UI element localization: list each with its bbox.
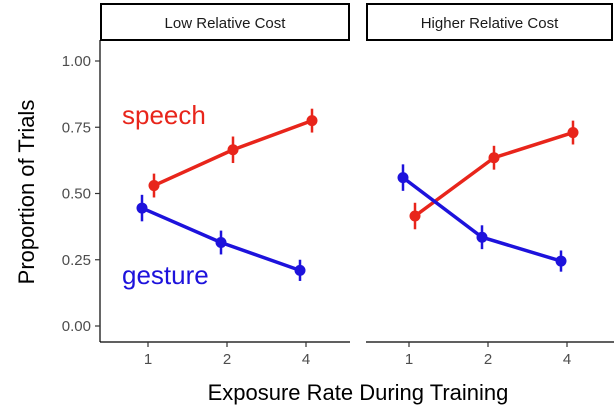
data-point bbox=[397, 172, 409, 184]
data-point bbox=[409, 210, 421, 222]
panel-2: Higher Relative Cost 1 2 4 bbox=[366, 3, 614, 368]
y-tick-label: 0.00 bbox=[62, 318, 91, 335]
series-gesture: gesture bbox=[122, 194, 306, 290]
y-tick-label: 0.75 bbox=[62, 119, 91, 136]
x-tick-label: 2 bbox=[484, 351, 492, 368]
data-point bbox=[555, 255, 567, 267]
y-axis: 0.00 0.25 0.50 0.75 1.00 bbox=[62, 40, 101, 342]
panel-1: Low Relative Cost 1 2 4 speech gesture bbox=[100, 3, 350, 368]
series-speech bbox=[409, 120, 579, 230]
series-gesture bbox=[397, 164, 567, 272]
data-point bbox=[148, 180, 160, 192]
data-point bbox=[136, 202, 148, 214]
x-axis-title: Exposure Rate During Training bbox=[208, 380, 509, 405]
y-tick-label: 0.50 bbox=[62, 186, 91, 203]
facet-strip bbox=[366, 3, 613, 41]
x-tick-label: 1 bbox=[144, 351, 152, 368]
x-tick-label: 1 bbox=[405, 351, 413, 368]
series-speech: speech bbox=[122, 100, 318, 198]
x-tick-label: 4 bbox=[563, 351, 571, 368]
data-point bbox=[476, 231, 488, 243]
data-point bbox=[567, 127, 579, 139]
series-label-speech: speech bbox=[122, 100, 206, 130]
x-tick-label: 2 bbox=[223, 351, 231, 368]
facet-title: Higher Relative Cost bbox=[421, 15, 559, 32]
panels-layer: Low Relative Cost 1 2 4 speech gesture Higher … bbox=[100, 3, 614, 368]
data-point bbox=[488, 152, 500, 164]
facet-title: Low Relative Cost bbox=[165, 15, 287, 32]
x-tick-label: 4 bbox=[302, 351, 310, 368]
data-point bbox=[294, 264, 306, 276]
y-tick-label: 1.00 bbox=[62, 53, 91, 70]
facet-strip bbox=[100, 3, 350, 41]
data-point bbox=[215, 237, 227, 249]
data-point bbox=[306, 115, 318, 127]
y-tick-label: 0.25 bbox=[62, 252, 91, 269]
data-point bbox=[227, 144, 239, 156]
series-label-gesture: gesture bbox=[122, 260, 209, 290]
y-axis-title: Proportion of Trials bbox=[14, 100, 39, 285]
